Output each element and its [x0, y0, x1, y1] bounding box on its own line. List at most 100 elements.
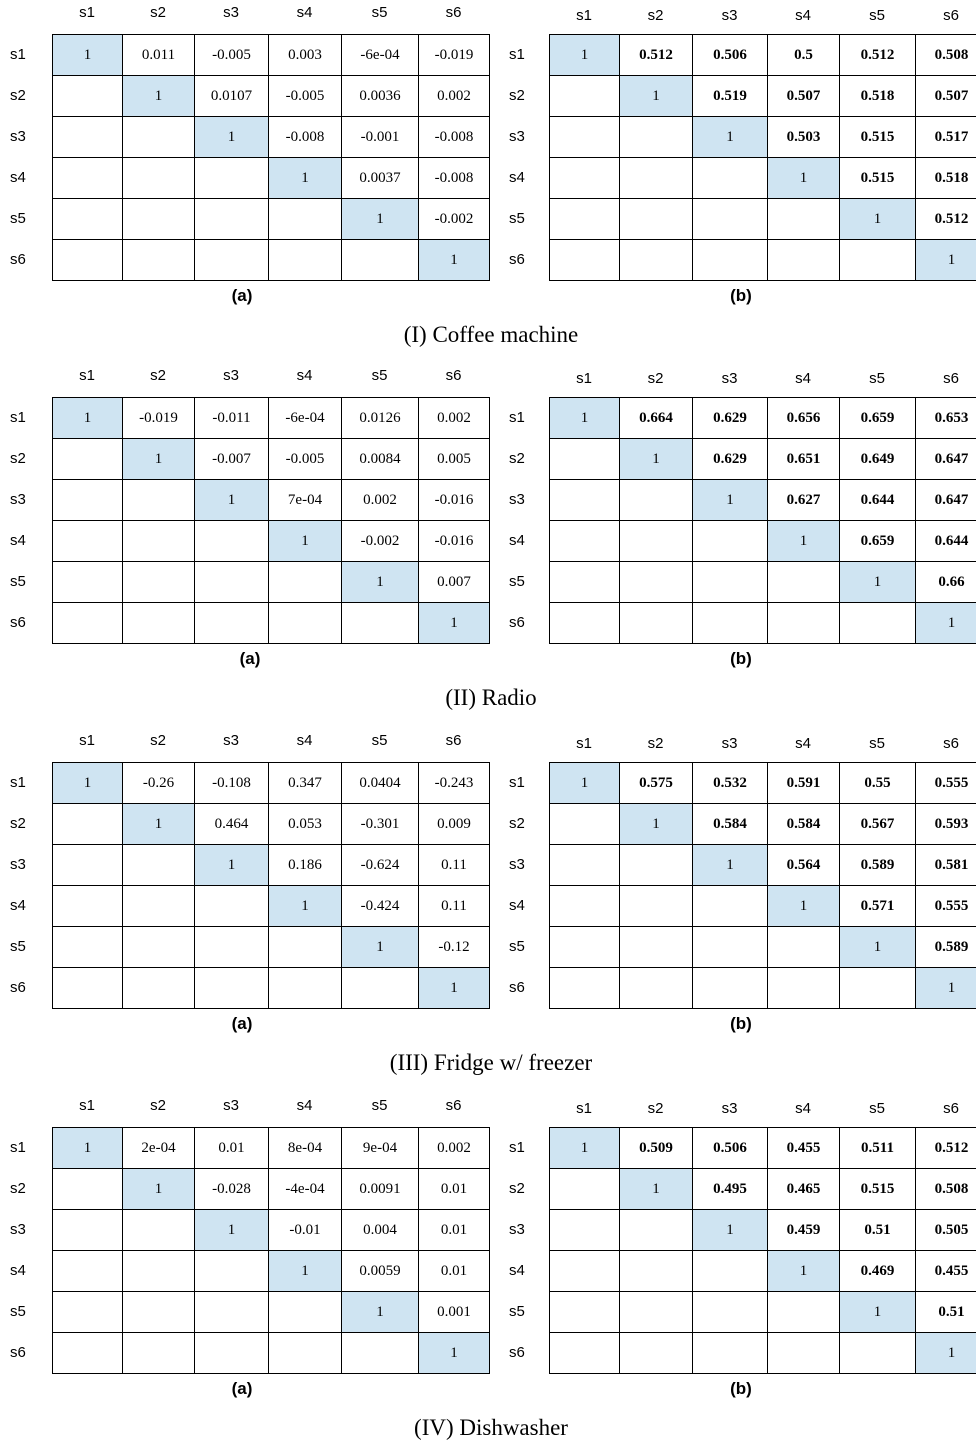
row-header: s3 — [509, 491, 525, 508]
col-header: s6 — [943, 7, 959, 24]
matrix-cell — [194, 520, 269, 562]
matrix-cell: 0.515 — [839, 157, 916, 199]
col-header: s1 — [79, 732, 95, 749]
matrix-cell: 0.656 — [767, 397, 840, 439]
col-header: s4 — [296, 1097, 313, 1114]
diagonal-cell: 1 — [122, 1168, 195, 1210]
matrix-cell — [549, 75, 620, 117]
col-header: s2 — [150, 367, 166, 384]
diagonal-cell: 1 — [52, 762, 123, 804]
matrix-cell — [52, 116, 123, 158]
matrix-cell: 0.0059 — [341, 1250, 419, 1292]
row-header: s6 — [509, 979, 525, 996]
diagonal-cell: 1 — [619, 1168, 693, 1210]
matrix-cell — [122, 1250, 195, 1292]
col-header: s6 — [943, 735, 959, 752]
col-header: s3 — [721, 1100, 738, 1117]
matrix-cell: 0.571 — [839, 885, 916, 927]
row-header: s2 — [509, 1180, 525, 1197]
matrix-cell: 0.589 — [839, 844, 916, 886]
diagonal-cell: 1 — [767, 885, 840, 927]
matrix-cell — [549, 1250, 620, 1292]
diagonal-cell: 1 — [839, 1291, 916, 1333]
subfigure-label: (a) — [231, 286, 253, 305]
matrix-cell — [619, 561, 693, 603]
matrix-cell — [619, 1209, 693, 1251]
matrix-cell: -0.301 — [341, 803, 419, 845]
matrix-cell — [122, 116, 195, 158]
row-header: s2 — [10, 87, 26, 104]
row-header: s6 — [10, 251, 26, 268]
col-header: s1 — [576, 7, 592, 24]
diagonal-cell: 1 — [915, 967, 976, 1009]
matrix-cell: 0.003 — [268, 34, 342, 76]
matrix-cell — [122, 1209, 195, 1251]
row-header: s3 — [10, 128, 26, 145]
matrix-cell: 0.629 — [692, 397, 768, 439]
matrix-cell — [341, 967, 419, 1009]
diagonal-cell: 1 — [194, 479, 269, 521]
row-header: s4 — [10, 897, 26, 914]
matrix-cell — [549, 561, 620, 603]
matrix-cell — [619, 198, 693, 240]
matrix-cell — [549, 1209, 620, 1251]
matrix-cell: 0.469 — [839, 1250, 916, 1292]
matrix-cell: 0.66 — [915, 561, 976, 603]
matrix-cell: 0.644 — [839, 479, 916, 521]
matrix-cell — [268, 1332, 342, 1374]
matrix-cell: 0.589 — [915, 926, 976, 968]
col-header: s2 — [150, 732, 166, 749]
matrix-cell — [268, 239, 342, 281]
matrix-cell: -0.005 — [194, 34, 269, 76]
diagonal-cell: 1 — [839, 561, 916, 603]
matrix-cell — [122, 1332, 195, 1374]
matrix-cell: -0.001 — [341, 116, 419, 158]
matrix-cell — [52, 844, 123, 886]
matrix-cell — [122, 1291, 195, 1333]
matrix-cell — [122, 967, 195, 1009]
diagonal-cell: 1 — [839, 198, 916, 240]
matrix-cell — [692, 520, 768, 562]
matrix-cell — [767, 926, 840, 968]
matrix-cell — [549, 602, 620, 644]
subfigure-label: (b) — [730, 1014, 752, 1033]
matrix-cell — [122, 239, 195, 281]
matrix-cell — [549, 479, 620, 521]
matrix-cell — [619, 1291, 693, 1333]
matrix-cell — [619, 239, 693, 281]
matrix-cell — [549, 116, 620, 158]
matrix-cell — [194, 1332, 269, 1374]
matrix-cell — [619, 479, 693, 521]
row-header: s1 — [10, 1139, 26, 1156]
row-header: s3 — [10, 856, 26, 873]
matrix-cell — [619, 844, 693, 886]
matrix-cell — [549, 1291, 620, 1333]
diagonal-cell: 1 — [418, 239, 490, 281]
matrix-cell — [52, 1250, 123, 1292]
diagonal-cell: 1 — [341, 926, 419, 968]
matrix-cell: 0.518 — [839, 75, 916, 117]
matrix-cell — [52, 1332, 123, 1374]
matrix-cell: 0.506 — [692, 1127, 768, 1169]
diagonal-cell: 1 — [619, 438, 693, 480]
matrix-cell — [839, 1332, 916, 1374]
matrix-cell: 0.649 — [839, 438, 916, 480]
row-header: s6 — [509, 251, 525, 268]
col-header: s1 — [79, 367, 95, 384]
matrix-cell: 0.584 — [767, 803, 840, 845]
matrix-cell: -4e-04 — [268, 1168, 342, 1210]
matrix-cell — [839, 602, 916, 644]
matrix-cell — [767, 198, 840, 240]
matrix-cell: 9e-04 — [341, 1127, 419, 1169]
subfigure-label: (a) — [239, 649, 261, 668]
matrix-cell: 0.591 — [767, 762, 840, 804]
matrix-cell: 0.347 — [268, 762, 342, 804]
row-header: s5 — [10, 938, 26, 955]
matrix-cell: -0.008 — [418, 157, 490, 199]
matrix-cell: 0.519 — [692, 75, 768, 117]
matrix-cell — [767, 239, 840, 281]
col-header: s1 — [576, 735, 592, 752]
col-header: s4 — [296, 367, 313, 384]
matrix-cell: -0.424 — [341, 885, 419, 927]
matrix-cell: 0.508 — [915, 34, 976, 76]
